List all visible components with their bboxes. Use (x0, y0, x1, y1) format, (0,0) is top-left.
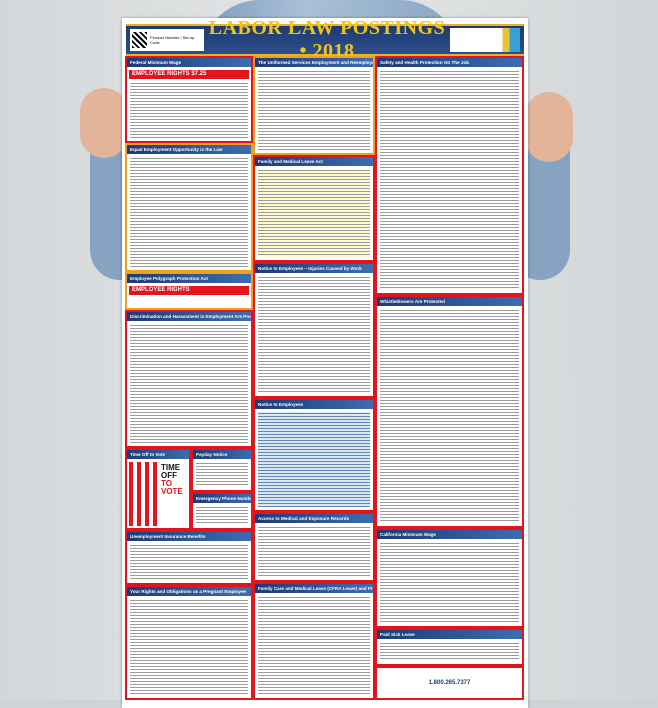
section-time-off-to-vote: Time Off to Vote TIME OFF TO VOTE (125, 448, 191, 530)
poster-footer: 1.800.265.7377 (375, 666, 524, 700)
section-unemployment: Unemployment Insurance Benefits (125, 530, 253, 585)
qr-code: Product Number / Set-up Code (130, 29, 204, 51)
section-federal-minimum-wage: Federal Minimum Wage EMPLOYEE RIGHTS $7.… (125, 56, 253, 143)
section-userra: The Uniformed Services Employment and Re… (253, 56, 375, 155)
right-hand (525, 92, 573, 162)
section-discrimination: Discrimination and Harassment in Employm… (125, 310, 253, 448)
section-injuries-caused-by-work: Notice to Employees – Injuries Caused by… (253, 262, 375, 398)
poster-header: Product Number / Set-up Code LABOR LAW P… (126, 17, 524, 62)
section-notice-to-employees: Notice to Employees (253, 398, 375, 512)
labor-law-poster: Product Number / Set-up Code LABOR LAW P… (122, 17, 528, 708)
section-payday-notice: Payday Notice (191, 448, 253, 492)
section-california-minimum-wage: California Minimum Wage (375, 528, 524, 628)
section-cfra-leave: Family Care and Medical Leave (CFRA Leav… (253, 582, 375, 700)
compliance-badge (450, 28, 520, 52)
section-paid-sick-leave: Paid Sick Leave (375, 628, 524, 666)
section-emergency-numbers: Emergency Phone Numbers (191, 492, 253, 530)
section-eeo: Equal Employment Opportunity is the Law (125, 143, 253, 272)
footer-phone: 1.800.265.7377 (428, 680, 471, 686)
section-whistleblowers: Whistleblowers Are Protected (375, 295, 524, 528)
section-osha: Safety and Health Protection On The Job (375, 56, 524, 295)
section-polygraph: Employee Polygraph Protection Act EMPLOY… (125, 272, 253, 310)
section-fmla: Family and Medical Leave Act (253, 155, 375, 262)
left-hand (80, 88, 128, 158)
ballot-box-illustration (129, 462, 157, 526)
section-medical-records: Access to Medical and Exposure Records (253, 512, 375, 582)
section-pregnant-employee: Your Rights and Obligations as a Pregnan… (125, 585, 253, 700)
